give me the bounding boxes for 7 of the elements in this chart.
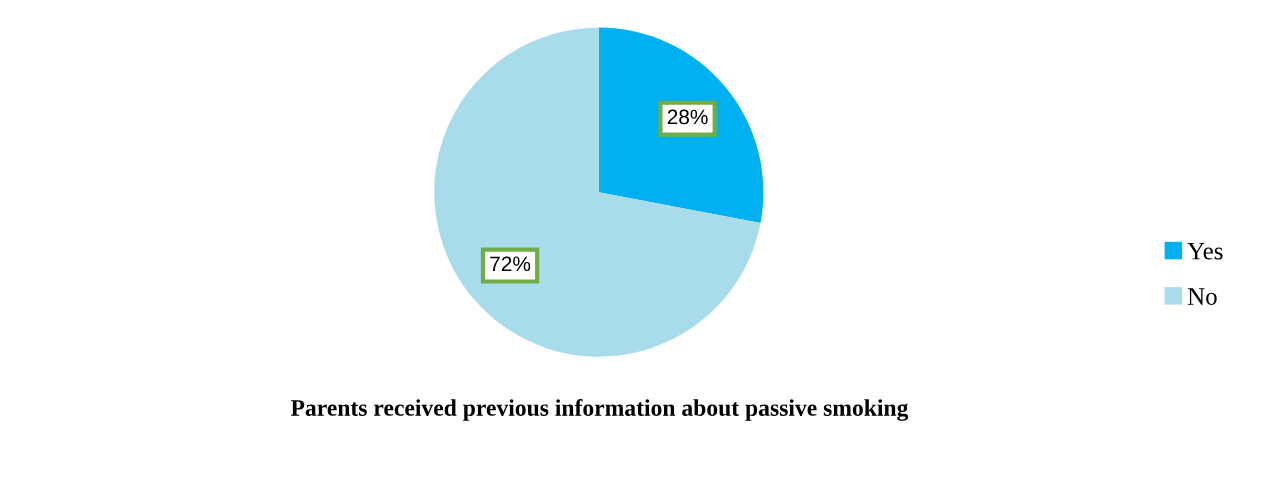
pie-slice: [434, 27, 761, 357]
data-label: 28%: [667, 109, 708, 125]
data-label: 72%: [490, 256, 531, 272]
text: Parents received previous information about passive smoking: [290, 399, 909, 421]
pie-slice: [598, 27, 764, 223]
legend-label: Yes: [1187, 242, 1223, 260]
legend-label: No: [1187, 288, 1217, 305]
